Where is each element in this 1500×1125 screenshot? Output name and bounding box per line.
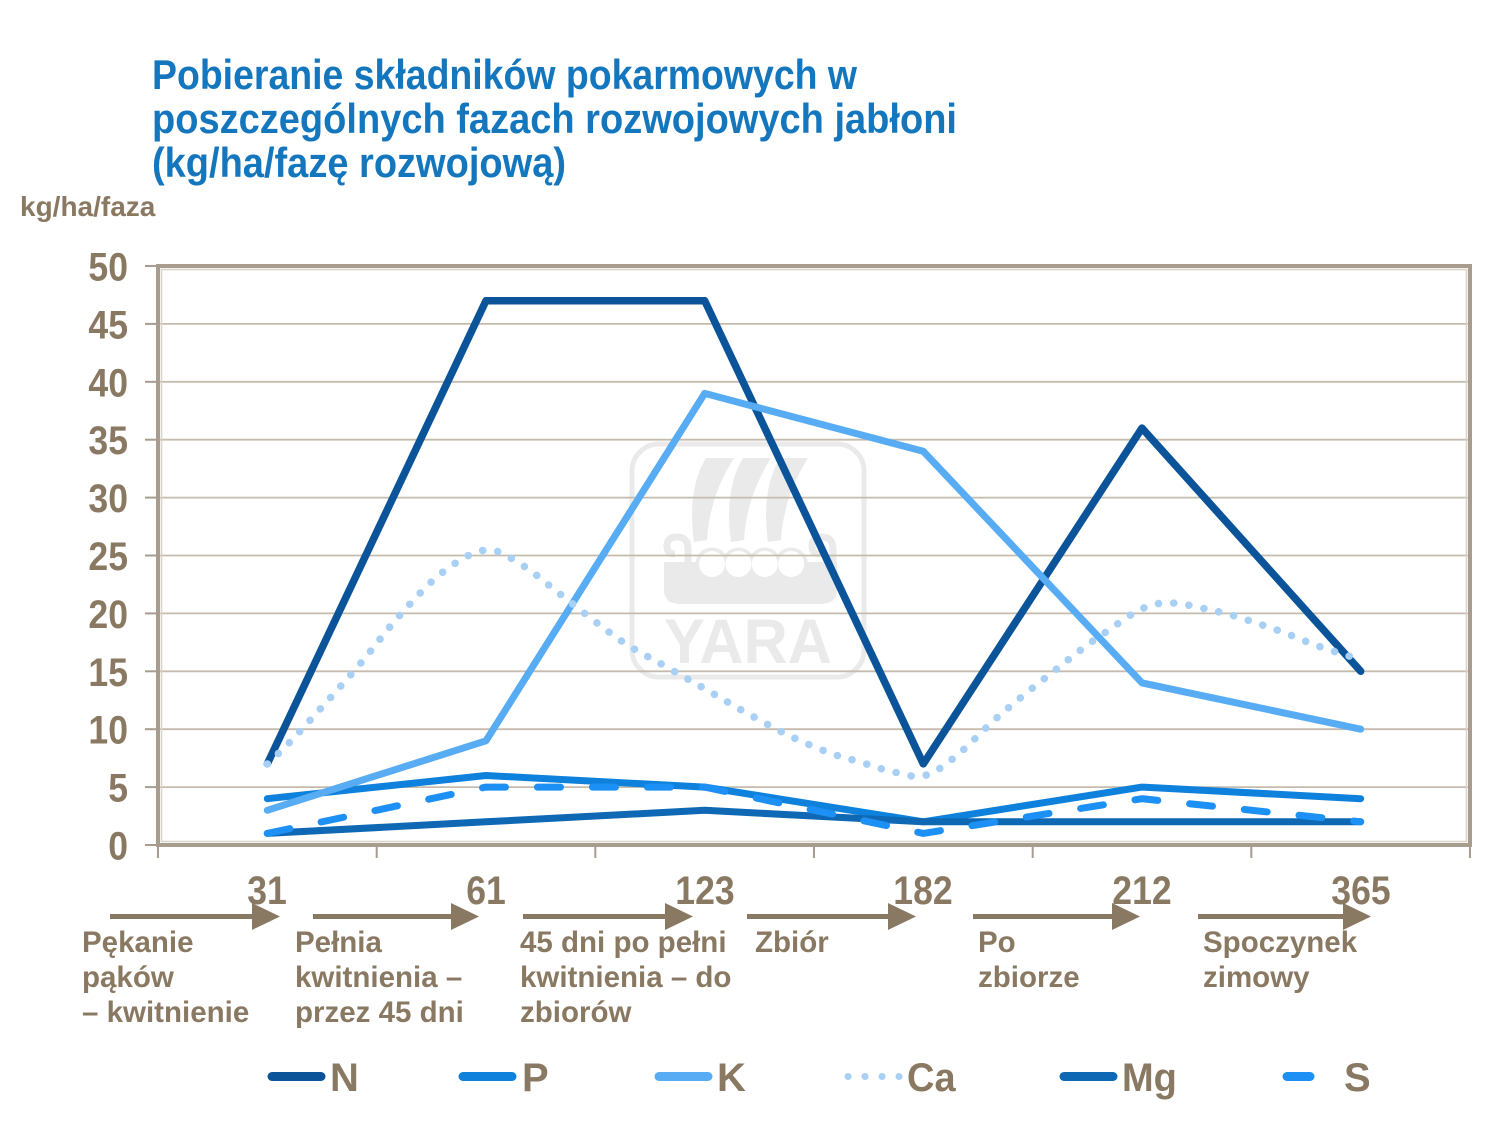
svg-text:pąków: pąków [82,961,174,994]
svg-text:Po: Po [978,926,1016,959]
svg-text:Pełnia: Pełnia [295,926,382,959]
svg-text:poszczególnych fazach rozwojow: poszczególnych fazach rozwojowych jabłon… [152,95,957,142]
svg-text:365: 365 [1331,869,1390,913]
svg-text:45 dni po pełni: 45 dni po pełni [520,926,727,959]
svg-text:61: 61 [466,869,506,913]
svg-text:zbiorów: zbiorów [520,996,631,1029]
svg-text:182: 182 [893,869,952,913]
svg-text:(kg/ha/fazę rozwojową): (kg/ha/fazę rozwojową) [152,139,566,186]
svg-text:50: 50 [88,246,128,290]
svg-text:YARA: YARA [664,607,832,677]
svg-text:30: 30 [88,477,128,521]
svg-text:20: 20 [88,593,128,637]
svg-text:kwitnienia –: kwitnienia – [295,961,462,994]
svg-text:15: 15 [88,651,128,695]
svg-text:P: P [522,1056,549,1100]
svg-text:Pobieranie składników pokarmow: Pobieranie składników pokarmowych w [152,51,857,98]
svg-text:Ca: Ca [907,1056,956,1100]
svg-text:0: 0 [108,825,128,869]
svg-text:zbiorze: zbiorze [978,961,1080,994]
svg-text:Zbiór: Zbiór [755,926,829,959]
svg-text:N: N [330,1056,359,1100]
svg-text:123: 123 [675,869,734,913]
svg-text:S: S [1344,1056,1371,1100]
svg-text:Spoczynek: Spoczynek [1203,926,1358,959]
svg-text:45: 45 [88,303,128,347]
svg-text:kg/ha/faza: kg/ha/faza [20,191,156,222]
svg-text:212: 212 [1112,869,1171,913]
svg-text:przez 45 dni: przez 45 dni [295,996,464,1029]
svg-text:Mg: Mg [1122,1056,1177,1100]
svg-text:– kwitnienie: – kwitnienie [82,996,249,1029]
svg-text:zimowy: zimowy [1203,961,1310,994]
svg-text:25: 25 [88,535,128,579]
svg-text:kwitnienia – do: kwitnienia – do [520,961,731,994]
svg-text:5: 5 [108,767,128,811]
svg-text:40: 40 [88,361,128,405]
svg-text:35: 35 [88,419,128,463]
svg-text:Pękanie: Pękanie [82,926,194,959]
svg-text:K: K [717,1056,746,1100]
svg-text:10: 10 [88,709,128,753]
